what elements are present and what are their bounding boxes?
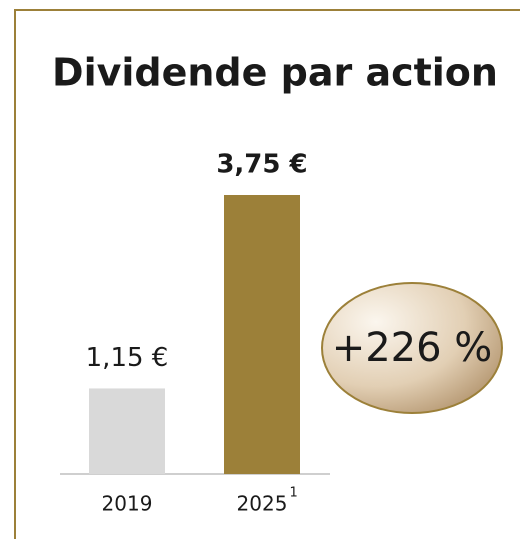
x-tick-label: 2019	[102, 492, 153, 516]
value-label: 1,15 €	[86, 343, 169, 373]
chart-title: Dividende par action	[52, 51, 498, 95]
x-tick-label: 2025	[237, 492, 288, 516]
footnote-marker: 1	[289, 486, 297, 501]
value-label: 3,75 €	[216, 150, 307, 180]
annotation-bubble	[321, 282, 503, 414]
annotation: +226 %	[332, 325, 493, 371]
bar	[224, 195, 300, 474]
card-border	[14, 9, 520, 539]
bar	[89, 388, 165, 474]
